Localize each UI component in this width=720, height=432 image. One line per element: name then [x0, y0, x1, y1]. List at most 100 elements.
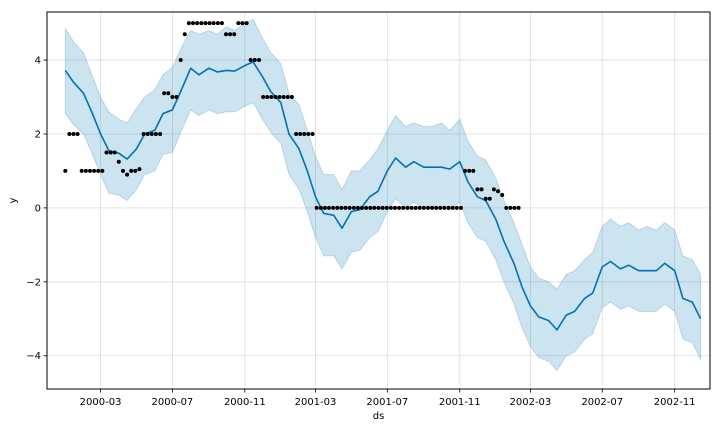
- observed-point: [483, 196, 488, 201]
- observed-point: [343, 205, 348, 210]
- x-tick-label: 2001-07: [366, 397, 408, 408]
- y-tick-label: 2: [35, 129, 41, 140]
- observed-point: [149, 132, 154, 136]
- observed-point: [83, 168, 88, 173]
- observed-point: [236, 21, 241, 26]
- observed-point: [405, 205, 410, 210]
- observed-point: [376, 205, 381, 210]
- observed-point: [203, 21, 208, 26]
- observed-point: [310, 132, 315, 136]
- x-tick-label: 2000-03: [80, 397, 122, 408]
- observed-point: [409, 205, 414, 210]
- observed-point: [384, 205, 389, 210]
- observed-point: [393, 205, 397, 210]
- x-tick-label: 2002-11: [654, 397, 696, 408]
- observed-point: [434, 205, 439, 210]
- observed-point: [125, 172, 130, 177]
- forecast-line: [64, 61, 702, 331]
- observed-point: [158, 132, 163, 136]
- uncertainty-interval-area: [64, 18, 701, 372]
- y-tick-label: 4: [35, 56, 41, 67]
- observed-point: [388, 205, 393, 210]
- observed-point: [327, 205, 331, 210]
- observed-point: [335, 205, 340, 210]
- observed-point: [228, 32, 233, 37]
- observed-point: [318, 205, 323, 210]
- observed-point: [355, 205, 360, 210]
- observed-point: [121, 168, 125, 173]
- observed-point: [261, 95, 266, 99]
- observed-point: [372, 205, 377, 210]
- observed-point: [430, 205, 435, 210]
- observed-point: [252, 58, 257, 62]
- observed-point: [446, 205, 451, 210]
- observed-point: [516, 205, 521, 210]
- observed-point: [116, 159, 121, 164]
- x-tick-label: 2000-11: [224, 397, 266, 408]
- observed-point: [397, 205, 402, 210]
- observed-point: [496, 189, 500, 194]
- observed-point: [417, 205, 422, 210]
- observed-point: [463, 168, 468, 173]
- observed-point: [112, 150, 117, 155]
- observed-point: [75, 132, 80, 136]
- observed-point: [467, 168, 472, 173]
- observed-point: [191, 21, 195, 26]
- observed-point: [232, 32, 237, 37]
- observed-point: [145, 132, 150, 136]
- observed-point: [380, 205, 385, 210]
- x-axis-ticks: 2000-03 2000-07 2000-11 2001-03 2001-07 2001-…: [80, 389, 696, 408]
- x-tick-label: 2002-07: [581, 397, 623, 408]
- observed-point: [322, 205, 327, 210]
- observed-point: [265, 95, 270, 99]
- y-tick-label: −4: [26, 351, 41, 362]
- observed-point: [153, 132, 158, 136]
- y-tick-label: −2: [26, 277, 41, 288]
- observed-point: [281, 95, 286, 99]
- observed-point: [137, 167, 142, 172]
- observed-point: [479, 187, 484, 192]
- observed-point: [162, 91, 167, 96]
- observed-point: [199, 21, 204, 26]
- observed-point: [133, 168, 138, 173]
- observed-point: [500, 193, 505, 197]
- observed-point: [302, 132, 307, 136]
- forecast-line-group: [64, 61, 702, 331]
- observed-point: [195, 21, 200, 26]
- observed-point: [364, 205, 369, 210]
- observed-point: [438, 205, 443, 210]
- observed-point: [450, 205, 455, 210]
- observed-point: [273, 95, 278, 99]
- observed-point: [71, 132, 76, 136]
- observed-point: [298, 132, 303, 136]
- observed-point: [512, 205, 517, 210]
- y-axis-label: y: [8, 197, 19, 203]
- observed-points: [63, 21, 521, 210]
- observed-point: [442, 205, 447, 210]
- observed-point: [178, 58, 183, 62]
- observed-point: [351, 205, 356, 210]
- observed-point: [285, 95, 290, 99]
- observed-point: [475, 187, 480, 192]
- observed-point: [360, 205, 364, 210]
- observed-point: [219, 21, 224, 26]
- observed-point: [92, 168, 97, 173]
- observed-point: [108, 150, 113, 155]
- y-axis-ticks: −4 −2 0 2 4: [26, 56, 47, 362]
- x-axis-label: ds: [373, 411, 385, 422]
- x-tick-label: 2000-07: [152, 397, 194, 408]
- observed-point: [96, 168, 101, 173]
- observed-point: [294, 132, 299, 136]
- observed-point: [129, 168, 134, 173]
- observed-point: [79, 168, 84, 173]
- observed-point: [314, 205, 319, 210]
- observed-point: [401, 205, 406, 210]
- observed-point: [289, 95, 294, 99]
- observed-point: [347, 205, 352, 210]
- observed-point: [166, 91, 171, 96]
- observed-point: [244, 21, 249, 26]
- observed-point: [491, 187, 496, 192]
- plot-background: [47, 12, 710, 389]
- observed-point: [170, 95, 175, 99]
- observed-point: [100, 168, 105, 173]
